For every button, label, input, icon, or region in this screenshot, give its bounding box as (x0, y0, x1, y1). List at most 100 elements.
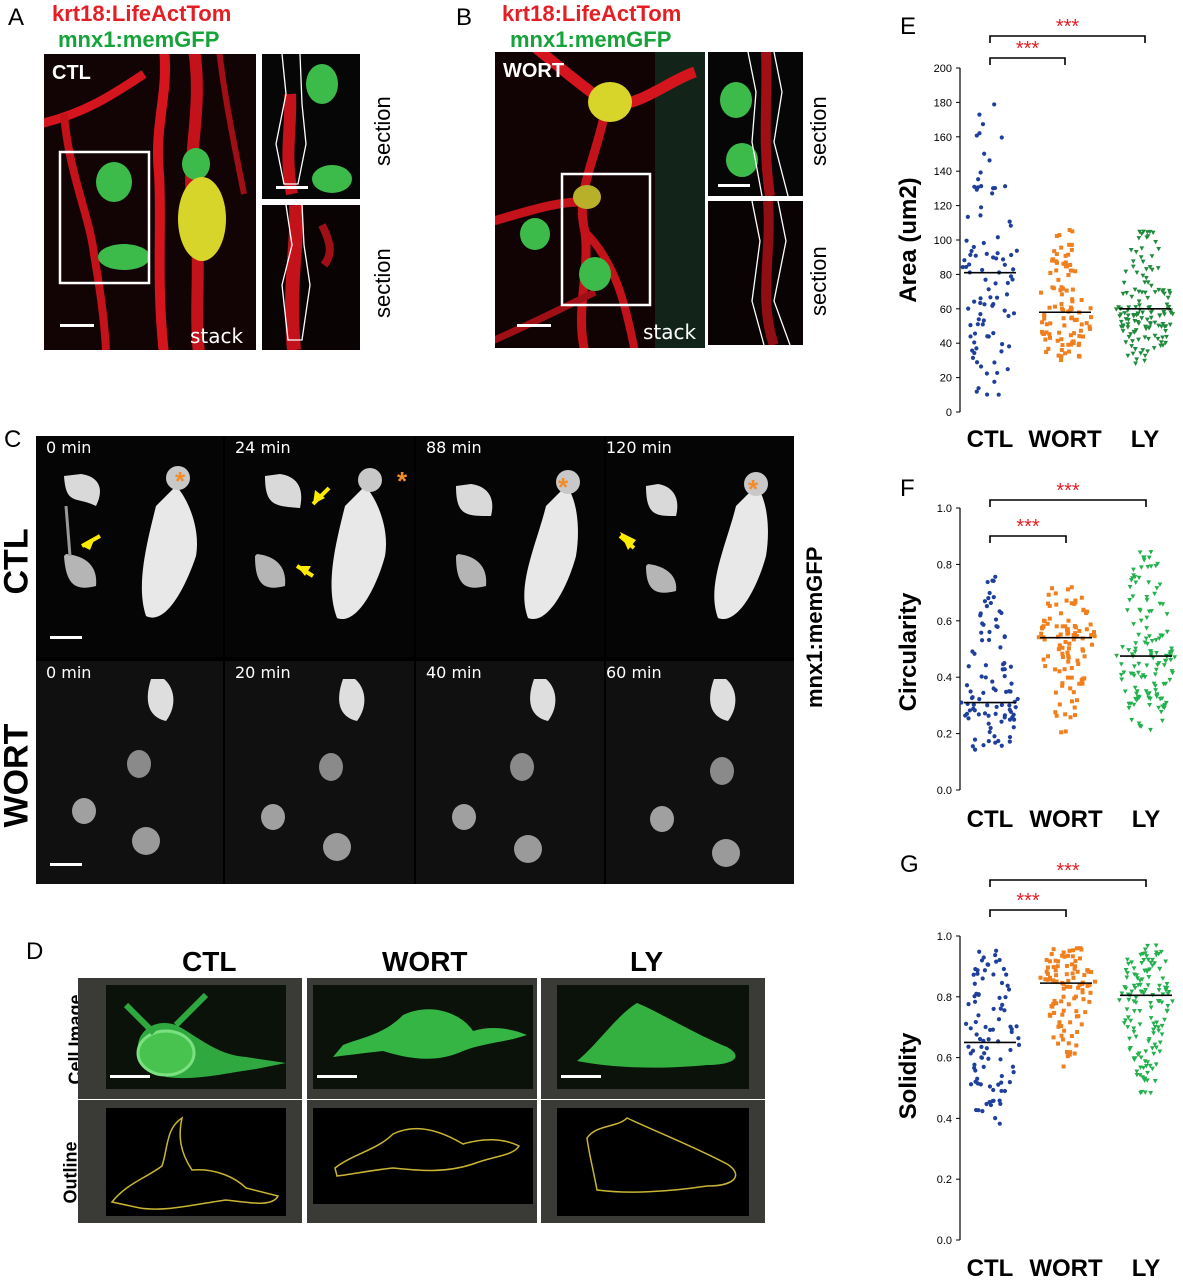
data-point (1130, 351, 1136, 357)
data-point (996, 1017, 1002, 1022)
data-point (967, 708, 972, 713)
data-point (991, 1006, 996, 1012)
data-point (1053, 958, 1058, 963)
data-point (1133, 646, 1138, 652)
scale-bar (60, 324, 94, 327)
data-point (1143, 951, 1148, 956)
data-point (1059, 302, 1064, 307)
data-point (976, 317, 981, 322)
data-point (1148, 550, 1154, 555)
data-point (1142, 968, 1148, 974)
significance-stars: *** (1016, 890, 1040, 912)
data-point (983, 277, 988, 282)
data-point (1061, 261, 1066, 266)
data-point (1066, 1002, 1071, 1007)
data-point (1122, 985, 1128, 990)
data-point (1071, 975, 1076, 980)
data-point (1133, 249, 1139, 255)
significance-stars: *** (1016, 516, 1040, 538)
panel-a-letter: A (8, 4, 25, 31)
data-point (1166, 288, 1172, 294)
data-point (1136, 721, 1142, 726)
data-point (981, 690, 986, 695)
data-point (1043, 664, 1048, 669)
data-point (1061, 986, 1066, 991)
data-point (1042, 637, 1047, 642)
data-point (1059, 337, 1064, 342)
panel-a-title-green: mnx1:memGFP (58, 27, 220, 52)
data-point (1147, 1063, 1153, 1069)
data-point (1074, 946, 1079, 951)
data-point (1066, 252, 1071, 257)
data-point (1088, 306, 1093, 311)
data-point (975, 1081, 980, 1086)
data-point (1154, 586, 1160, 591)
data-point (986, 637, 992, 643)
data-point (1082, 654, 1087, 659)
data-point (995, 370, 1000, 376)
data-point (1051, 1035, 1056, 1040)
data-point (1136, 337, 1141, 343)
data-point (1132, 287, 1138, 293)
data-point (1075, 658, 1080, 663)
data-point (1124, 975, 1130, 980)
panel-a-section-2-image (262, 205, 360, 350)
y-tick-label: 0.0 (937, 785, 952, 797)
data-point (1071, 690, 1076, 695)
data-point (1044, 322, 1049, 327)
y-tick-label: 200 (934, 63, 952, 75)
data-point (1084, 321, 1089, 326)
data-point (1167, 322, 1173, 328)
data-point (1077, 628, 1082, 633)
data-point (1007, 1080, 1012, 1085)
data-point (1138, 351, 1144, 356)
data-point (1060, 953, 1065, 958)
data-point (1153, 1062, 1159, 1067)
data-point (1156, 636, 1162, 641)
data-point (1134, 689, 1140, 694)
data-point (1078, 328, 1083, 333)
data-point (1163, 658, 1169, 664)
data-point (1070, 287, 1075, 292)
data-point (1121, 1021, 1127, 1026)
timelapse-frame: 60 min (606, 661, 794, 884)
data-point (1156, 705, 1162, 711)
data-point (1069, 247, 1074, 252)
data-point (1008, 664, 1014, 669)
data-point (1136, 661, 1142, 667)
timelapse-time: 40 min (426, 663, 482, 682)
data-point (1060, 645, 1065, 650)
data-point (1169, 646, 1174, 651)
data-point (977, 112, 982, 117)
data-point (1042, 619, 1047, 624)
data-point (1047, 305, 1052, 310)
y-tick-label: 0.2 (937, 1174, 952, 1186)
data-point (1150, 230, 1156, 236)
data-point (1073, 631, 1078, 636)
data-point (1123, 269, 1129, 275)
data-point (1069, 242, 1074, 247)
data-point (1058, 632, 1063, 637)
data-point (964, 238, 969, 243)
data-point (1164, 334, 1169, 340)
data-point (990, 303, 995, 308)
data-point (1068, 1020, 1073, 1025)
data-point (1066, 646, 1071, 651)
scale-bar (276, 186, 308, 189)
data-point (1011, 1070, 1016, 1075)
data-point (1055, 338, 1060, 343)
data-point (1076, 353, 1081, 358)
data-point (1067, 1052, 1072, 1057)
data-point (976, 1013, 981, 1018)
data-point (980, 976, 985, 981)
data-point (978, 296, 983, 301)
data-point (982, 1051, 987, 1056)
data-point (1151, 1051, 1157, 1057)
data-point (1149, 254, 1155, 259)
panel-a-section-label-2: section (370, 248, 395, 318)
data-point (1145, 957, 1151, 963)
data-point (1136, 236, 1142, 241)
data-point (1006, 987, 1012, 992)
data-point (1139, 316, 1145, 321)
data-point (974, 389, 979, 394)
